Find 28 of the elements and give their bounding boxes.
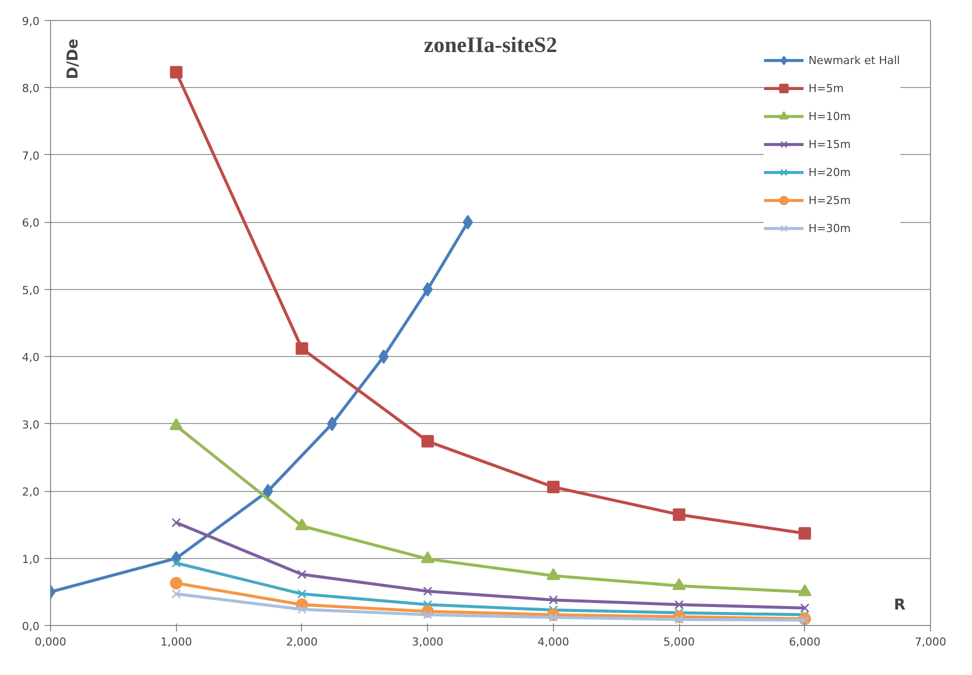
y-axis-title: D/De — [63, 38, 82, 80]
x-tick-label: 1,000 — [160, 636, 192, 648]
x-axis-title: R — [894, 595, 906, 614]
legend-label: Newmark et Hall — [808, 54, 900, 66]
x-tick-label: 7,000 — [914, 636, 946, 648]
x-tick-label: 2,000 — [286, 636, 318, 648]
y-tick-label: 3,0 — [22, 418, 40, 432]
legend-label: H=20m — [808, 166, 851, 178]
y-tick-label: 2,0 — [22, 486, 40, 499]
legend-label: H=15m — [808, 138, 851, 150]
y-tick-label: 1,0 — [22, 552, 40, 566]
legend-label: H=5m — [808, 82, 844, 94]
legend-label: H=30m — [808, 222, 851, 234]
legend-label: H=10m — [808, 110, 851, 122]
x-tick-label: 4,000 — [538, 636, 570, 648]
x-tick-label: 5,000 — [663, 636, 695, 648]
x-tick-label: 6,000 — [789, 636, 821, 648]
y-tick-label: 0,0 — [22, 620, 40, 633]
y-tick-label: 4,0 — [22, 351, 40, 364]
y-tick-label: 6,0 — [22, 216, 40, 230]
text: zoneIIa-siteS2 — [424, 32, 558, 57]
legend-label: H=25m — [808, 194, 851, 206]
x-tick-label: 0,000 — [34, 636, 66, 648]
y-tick-label: 5,0 — [22, 284, 40, 297]
y-tick-label: 8,0 — [22, 82, 40, 96]
y-tick-label: 9,0 — [22, 15, 40, 28]
y-tick-label: 7,0 — [22, 149, 40, 162]
x-tick-label: 3,000 — [412, 636, 444, 648]
